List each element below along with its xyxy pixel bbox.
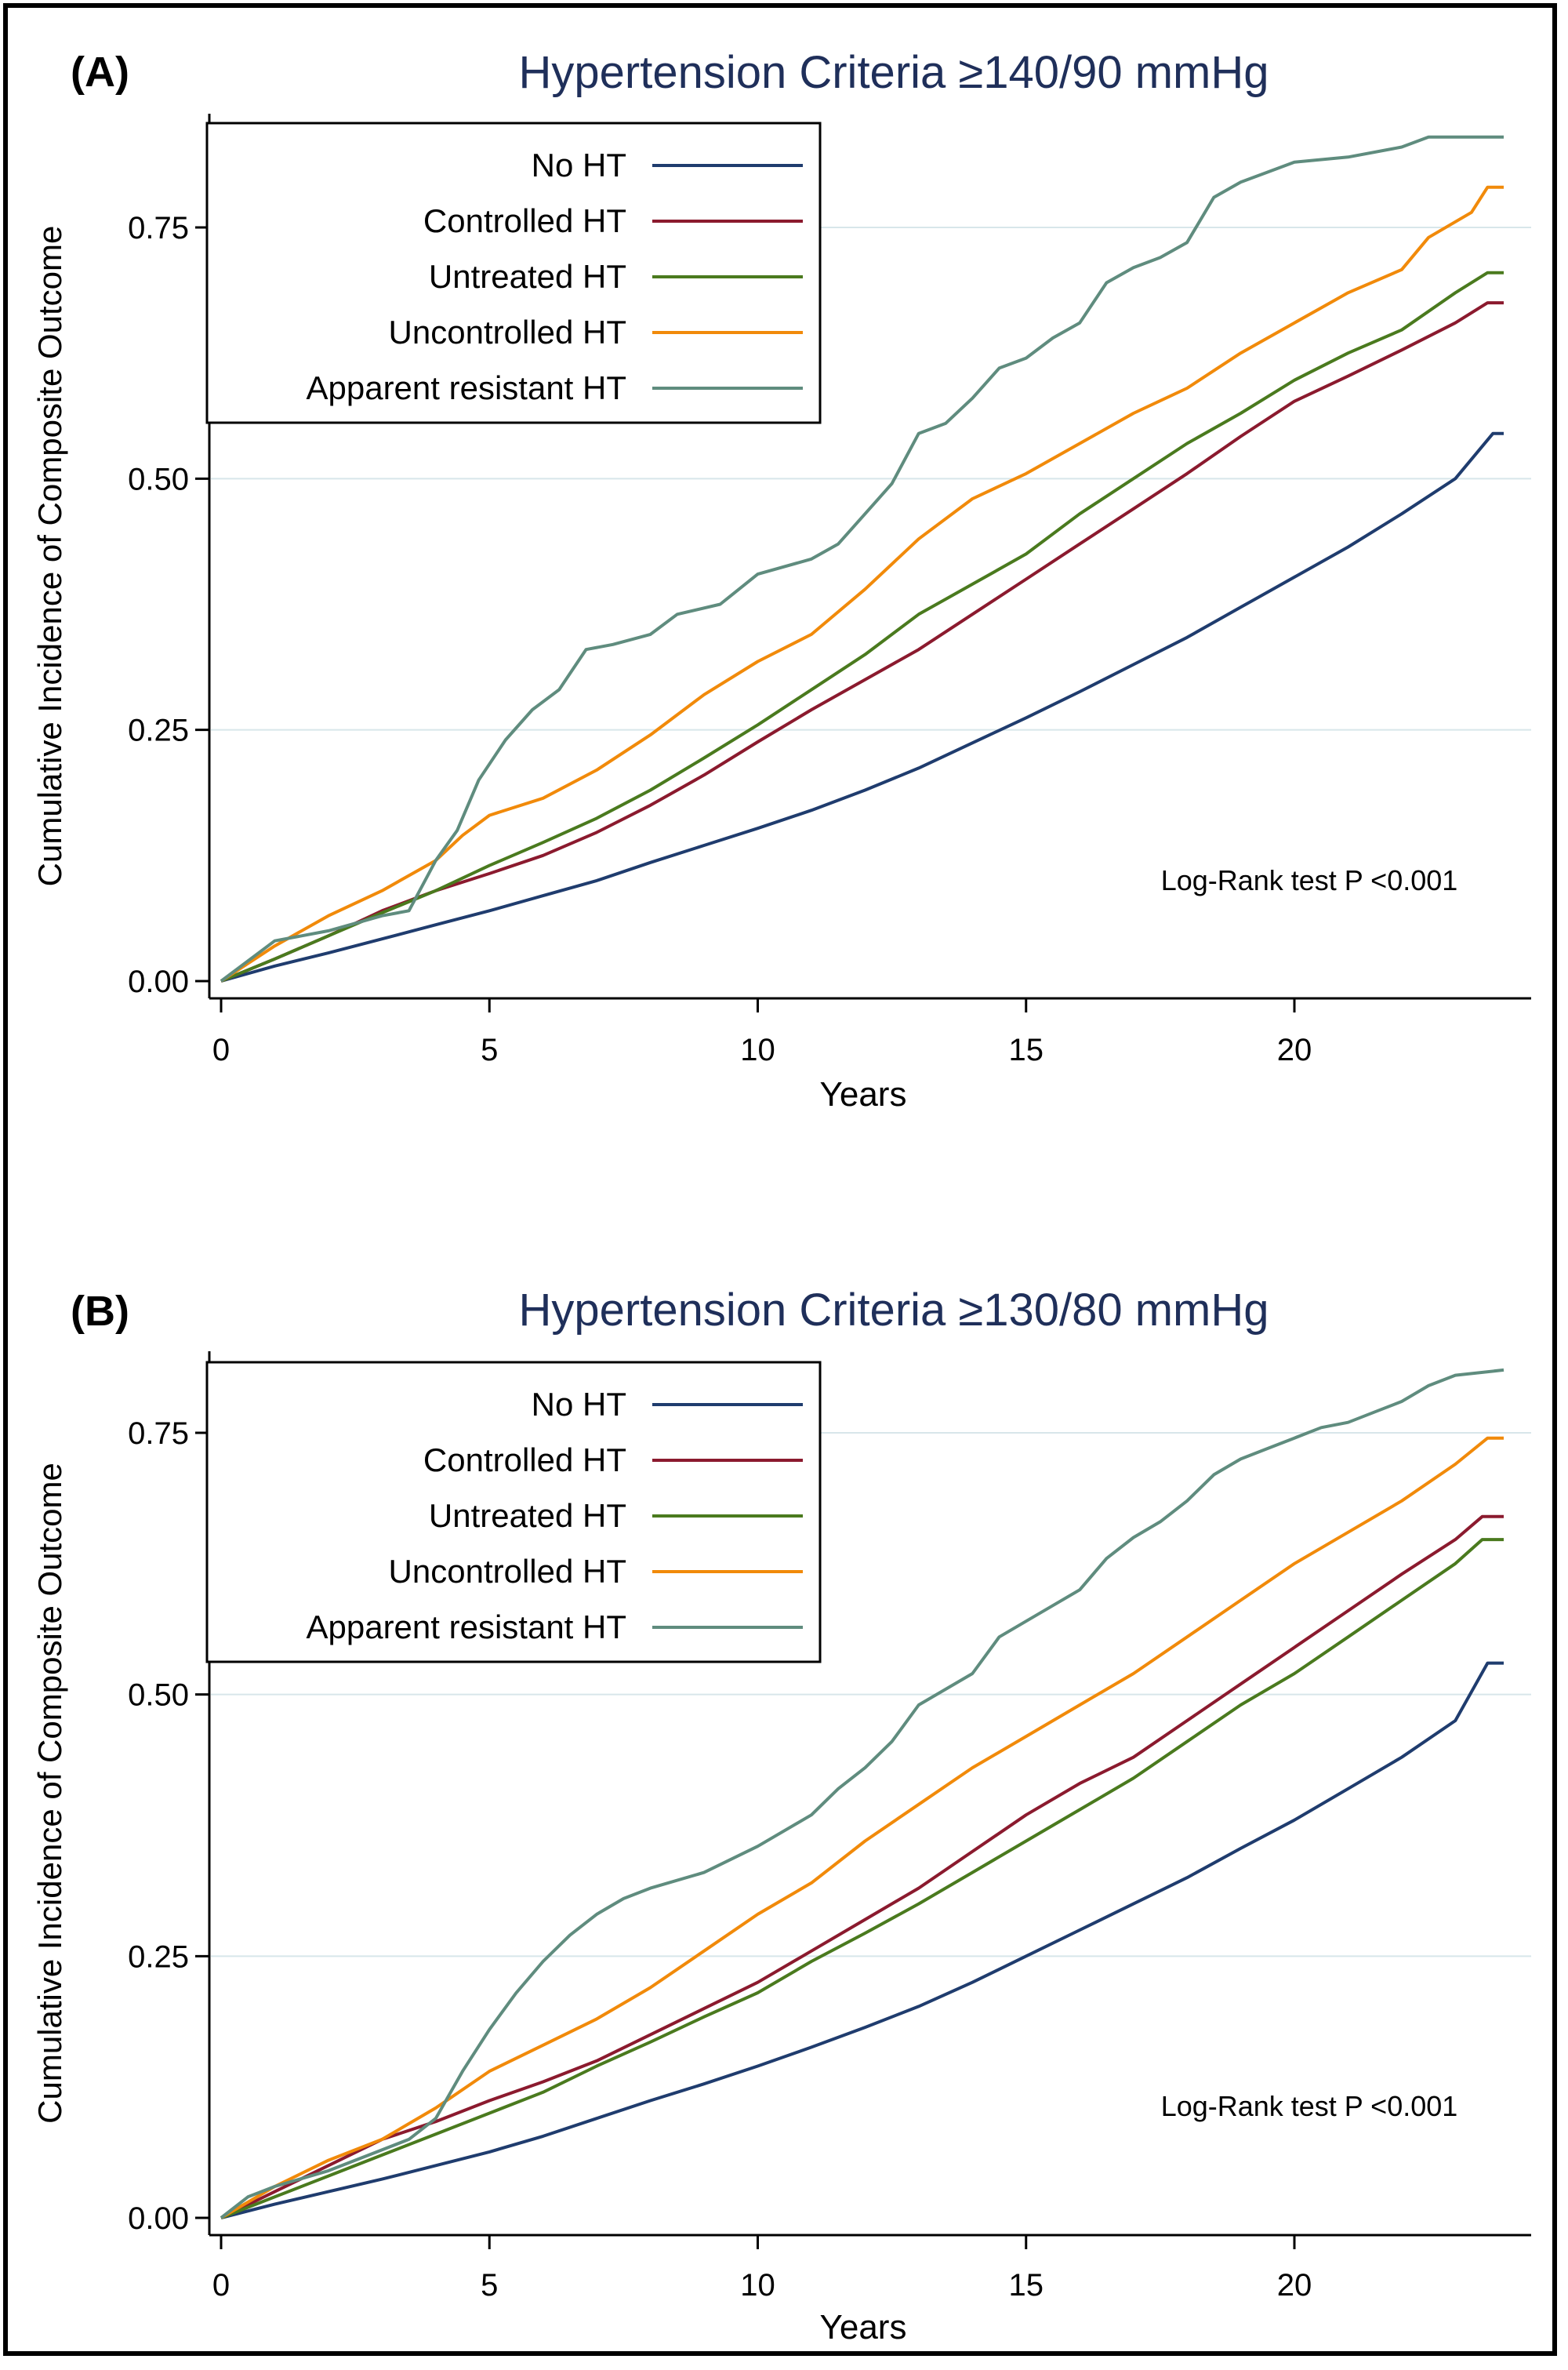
series-line-uncontrolled-ht xyxy=(220,185,1504,983)
x-tick-label: 10 xyxy=(740,2268,775,2303)
y-tick-label: 0.25 xyxy=(128,1939,189,1974)
log-rank-annotation: Log-Rank test P <0.001 xyxy=(1161,2090,1458,2122)
panel-label: (B) xyxy=(71,1288,129,1335)
legend: No HT Controlled HT Untreated HT Uncontroll… xyxy=(205,1361,822,1663)
panel-b: (B) Hypertension Criteria ≥130/80 mmHg 0.0… xyxy=(31,1285,1531,2346)
chart-title: Hypertension Criteria ≥130/80 mmHg xyxy=(519,1285,1269,1336)
series-line-untreated-ht xyxy=(220,271,1504,983)
legend-box xyxy=(205,122,822,424)
figure-border xyxy=(3,3,1557,2356)
legend-label: Apparent resistant HT xyxy=(306,369,626,406)
y-tick-label: 0.50 xyxy=(128,1678,189,1713)
series-line-controlled-ht xyxy=(220,1514,1504,2219)
series-line-apparent-resistant-ht xyxy=(220,135,1504,983)
x-tick-label: 20 xyxy=(1277,2268,1312,2303)
series-line-no-ht xyxy=(220,431,1504,983)
x-axis-label: Years xyxy=(820,1075,907,1114)
x-tick-label: 15 xyxy=(1009,2268,1044,2303)
x-tick-label: 10 xyxy=(740,1033,775,1067)
legend-label: No HT xyxy=(532,1386,626,1423)
x-tick-label: 5 xyxy=(481,2268,498,2303)
x-tick-label: 5 xyxy=(481,1033,498,1067)
x-tick-label: 15 xyxy=(1009,1033,1044,1067)
y-tick-label: 0.75 xyxy=(128,1416,189,1451)
y-tick-label: 0.00 xyxy=(128,2201,189,2236)
legend-box xyxy=(205,1361,822,1663)
y-tick-label: 0.25 xyxy=(128,714,189,748)
series-line-no-ht xyxy=(220,1661,1504,2219)
legend-label: Controlled HT xyxy=(423,202,626,239)
y-axis-label: Cumulative Incidence of Composite Outcom… xyxy=(31,226,68,887)
x-tick-label: 0 xyxy=(212,2268,230,2303)
legend-label: Uncontrolled HT xyxy=(389,1553,626,1590)
log-rank-annotation: Log-Rank test P <0.001 xyxy=(1161,864,1458,896)
panel-a: (A) Hypertension Criteria ≥140/90 mmHg 0.0… xyxy=(31,47,1531,1114)
y-tick-label: 0.00 xyxy=(128,965,189,999)
x-axis-label: Years xyxy=(820,2308,907,2346)
legend-label: Untreated HT xyxy=(429,1497,626,1534)
legend-label: No HT xyxy=(532,147,626,184)
legend-label: Uncontrolled HT xyxy=(389,314,626,351)
chart-title: Hypertension Criteria ≥140/90 mmHg xyxy=(519,47,1269,98)
x-tick-label: 20 xyxy=(1277,1033,1312,1067)
legend: No HT Controlled HT Untreated HT Uncontroll… xyxy=(205,122,822,424)
legend-label: Apparent resistant HT xyxy=(306,1608,626,1645)
y-tick-label: 0.75 xyxy=(128,211,189,245)
x-tick-label: 0 xyxy=(212,1033,230,1067)
legend-label: Controlled HT xyxy=(423,1441,626,1478)
panel-label: (A) xyxy=(71,49,129,96)
legend-label: Untreated HT xyxy=(429,258,626,295)
series-line-untreated-ht xyxy=(220,1538,1504,2219)
series-line-apparent-resistant-ht xyxy=(220,1368,1504,2219)
y-axis-label: Cumulative Incidence of Composite Outcom… xyxy=(31,1463,68,2124)
y-tick-label: 0.50 xyxy=(128,462,189,496)
